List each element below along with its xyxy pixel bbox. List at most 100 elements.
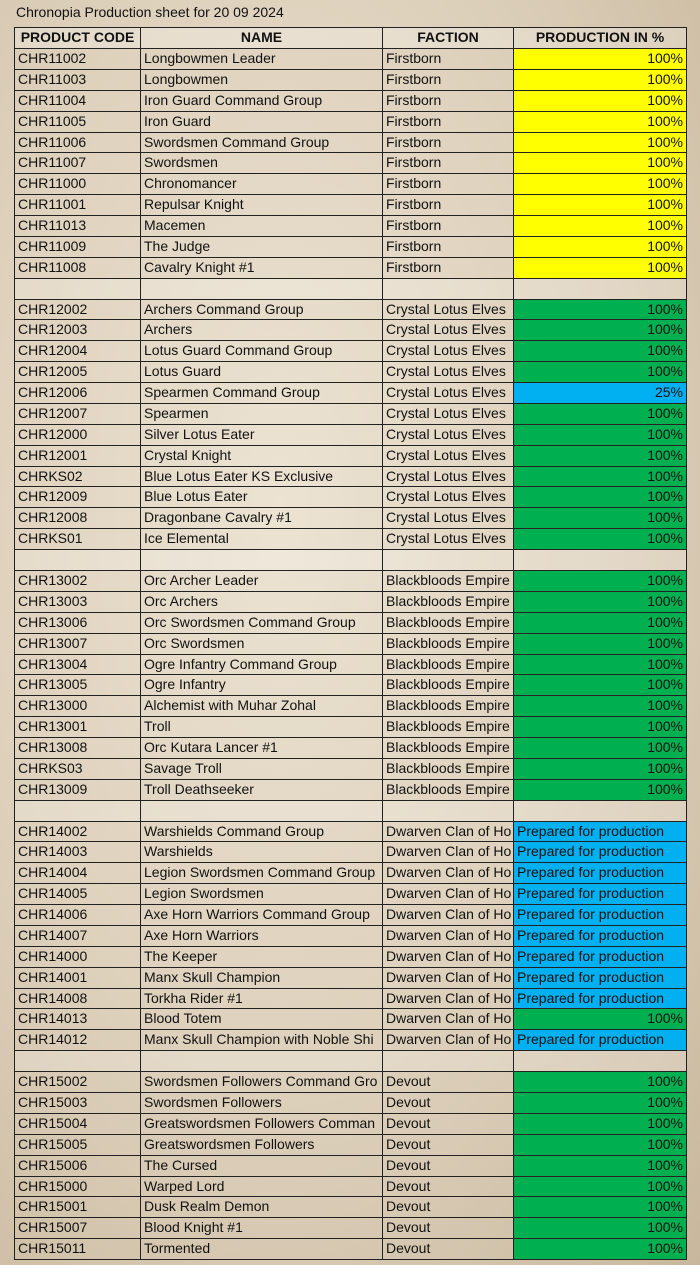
- name-cell: Swordsmen: [140, 152, 383, 175]
- name-cell: Spearmen Command Group: [140, 382, 383, 404]
- faction-cell: Dwarven Clan of Ho: [382, 987, 514, 1010]
- code-cell: CHR15005: [14, 1133, 141, 1156]
- production-cell: Prepared for production: [513, 862, 687, 885]
- name-cell: Alchemist with Muhar Zohal: [140, 695, 383, 718]
- code-cell: CHR15006: [14, 1154, 141, 1177]
- code-cell: CHR13009: [14, 778, 141, 801]
- faction-cell: Firstborn: [382, 235, 514, 258]
- code-cell: CHR12005: [14, 361, 141, 384]
- production-cell: 100%: [513, 444, 687, 467]
- code-cell: CHR12007: [14, 402, 141, 425]
- production-cell: 100%: [513, 695, 687, 718]
- faction-cell: Crystal Lotus Elves: [382, 298, 514, 321]
- code-cell: [14, 1050, 141, 1073]
- code-cell: CHR12003: [14, 319, 141, 342]
- name-cell: Swordsmen Followers: [140, 1092, 383, 1114]
- code-cell: CHR14004: [14, 862, 141, 885]
- faction-cell: Crystal Lotus Elves: [382, 319, 514, 342]
- name-cell: Ice Elemental: [140, 528, 383, 551]
- production-cell: 100%: [513, 402, 687, 425]
- production-cell: Prepared for production: [513, 987, 687, 1010]
- production-cell: 100%: [513, 486, 687, 509]
- production-cell: PRODUCTION IN %: [513, 27, 687, 49]
- faction-cell: Blackbloods Empire: [382, 632, 514, 655]
- production-cell: 100%: [513, 423, 687, 446]
- production-cell: 100%: [513, 507, 687, 530]
- faction-cell: FACTION: [382, 27, 514, 49]
- code-cell: CHR11009: [14, 235, 141, 258]
- name-cell: [140, 549, 383, 571]
- faction-cell: Firstborn: [382, 68, 514, 91]
- faction-cell: Devout: [382, 1175, 514, 1198]
- name-cell: Axe Horn Warriors: [140, 924, 383, 947]
- faction-cell: Blackbloods Empire: [382, 695, 514, 718]
- production-cell: 100%: [513, 173, 687, 196]
- name-cell: Spearmen: [140, 402, 383, 425]
- code-cell: CHR15007: [14, 1217, 141, 1240]
- production-cell: 100%: [513, 674, 687, 697]
- production-cell: 100%: [513, 48, 687, 70]
- code-cell: CHR15001: [14, 1196, 141, 1219]
- faction-cell: Firstborn: [382, 89, 514, 112]
- code-cell: CHR11002: [14, 48, 141, 70]
- production-cell: 100%: [513, 632, 687, 655]
- code-cell: CHR12001: [14, 444, 141, 467]
- code-cell: CHR14001: [14, 966, 141, 989]
- production-cell: 100%: [513, 778, 687, 801]
- code-cell: CHR14012: [14, 1029, 141, 1052]
- code-cell: CHR11008: [14, 256, 141, 279]
- code-cell: CHR14013: [14, 1008, 141, 1031]
- name-cell: The Cursed: [140, 1154, 383, 1177]
- name-cell: The Keeper: [140, 945, 383, 968]
- code-cell: CHR13008: [14, 737, 141, 759]
- name-cell: Macemen: [140, 215, 383, 237]
- production-cell: Prepared for production: [513, 1029, 687, 1052]
- name-cell: Axe Horn Warriors Command Group: [140, 904, 383, 926]
- faction-cell: Dwarven Clan of Ho: [382, 904, 514, 926]
- name-cell: Swordsmen Followers Command Gro: [140, 1071, 383, 1093]
- code-cell: CHRKS02: [14, 465, 141, 488]
- name-cell: Orc Archers: [140, 590, 383, 613]
- faction-cell: [382, 277, 514, 300]
- production-cell: 100%: [513, 256, 687, 279]
- name-cell: Swordsmen Command Group: [140, 131, 383, 154]
- production-cell: 100%: [513, 1196, 687, 1219]
- name-cell: Lotus Guard Command Group: [140, 340, 383, 363]
- faction-cell: Crystal Lotus Elves: [382, 340, 514, 363]
- name-cell: Dusk Realm Demon: [140, 1196, 383, 1219]
- faction-cell: Dwarven Clan of Ho: [382, 924, 514, 947]
- code-cell: CHR15002: [14, 1071, 141, 1093]
- faction-cell: Blackbloods Empire: [382, 757, 514, 780]
- production-cell: 100%: [513, 590, 687, 613]
- name-cell: Orc Archer Leader: [140, 570, 383, 592]
- faction-cell: Crystal Lotus Elves: [382, 465, 514, 488]
- production-cell: [513, 799, 687, 822]
- name-cell: The Judge: [140, 235, 383, 258]
- faction-cell: Devout: [382, 1196, 514, 1219]
- faction-cell: Dwarven Clan of Ho: [382, 820, 514, 843]
- faction-cell: Dwarven Clan of Ho: [382, 1008, 514, 1031]
- code-cell: [14, 549, 141, 571]
- production-cell: Prepared for production: [513, 841, 687, 864]
- name-cell: Chronomancer: [140, 173, 383, 196]
- production-cell: 100%: [513, 110, 687, 133]
- name-cell: Tormented: [140, 1238, 383, 1261]
- production-cell: 100%: [513, 194, 687, 217]
- name-cell: Blood Knight #1: [140, 1217, 383, 1240]
- faction-cell: Firstborn: [382, 194, 514, 217]
- faction-cell: Devout: [382, 1112, 514, 1135]
- name-cell: Ogre Infantry Command Group: [140, 653, 383, 676]
- code-cell: CHR11006: [14, 131, 141, 154]
- faction-cell: Blackbloods Empire: [382, 737, 514, 759]
- name-cell: Ogre Infantry: [140, 674, 383, 697]
- code-cell: CHR14005: [14, 883, 141, 906]
- name-cell: Longbowmen: [140, 68, 383, 91]
- code-cell: CHR13000: [14, 695, 141, 718]
- production-cell: [513, 549, 687, 571]
- production-cell: 100%: [513, 465, 687, 488]
- name-cell: Dragonbane Cavalry #1: [140, 507, 383, 530]
- name-cell: Legion Swordsmen Command Group: [140, 862, 383, 885]
- faction-cell: Firstborn: [382, 215, 514, 237]
- production-cell: 100%: [513, 68, 687, 91]
- code-cell: CHR13005: [14, 674, 141, 697]
